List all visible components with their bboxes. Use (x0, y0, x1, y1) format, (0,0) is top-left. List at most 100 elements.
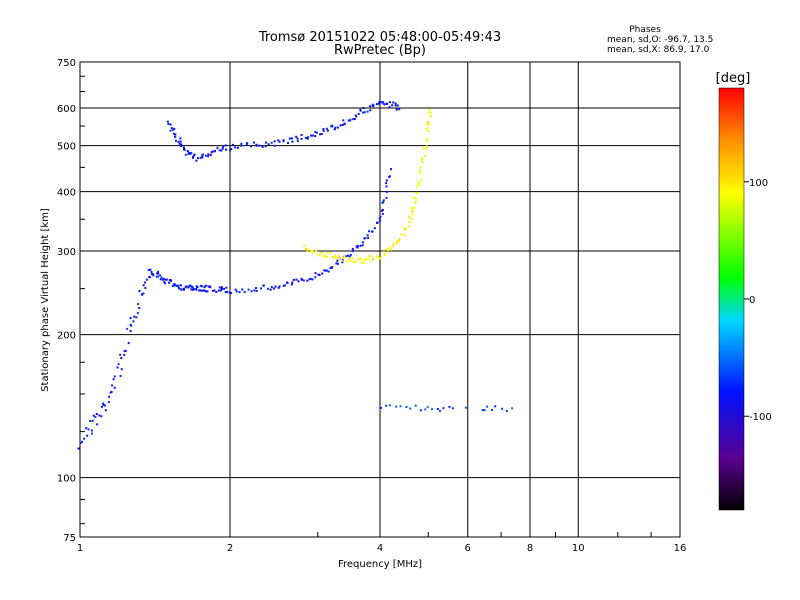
data-point (388, 175, 391, 178)
data-point (126, 327, 129, 330)
data-point (385, 182, 388, 185)
data-point (486, 405, 489, 408)
phases-heading: Phases (629, 25, 661, 35)
data-point (171, 285, 174, 288)
data-point (362, 111, 365, 114)
data-point (312, 250, 314, 252)
data-point (258, 144, 261, 147)
x-tick-label: 16 (674, 543, 687, 554)
data-point (403, 234, 406, 237)
data-point (409, 407, 412, 410)
data-point (220, 288, 223, 290)
data-point (202, 153, 205, 156)
data-point (352, 118, 355, 121)
data-point (343, 256, 346, 259)
data-point (333, 128, 336, 131)
data-point (195, 288, 198, 291)
data-point (414, 404, 417, 407)
data-point (383, 253, 386, 256)
data-point (96, 423, 98, 426)
data-point (83, 437, 86, 440)
data-point (436, 408, 439, 410)
data-point (231, 143, 234, 146)
data-point (345, 255, 347, 258)
colorbar-gradient (718, 87, 745, 511)
data-point (124, 349, 127, 352)
colorbar-ticks: 100 0 -100 (744, 178, 772, 423)
data-point (382, 251, 385, 253)
y-tick-label: 200 (57, 331, 76, 342)
data-point (260, 287, 262, 290)
data-point (314, 276, 317, 279)
data-point (300, 134, 303, 137)
data-point (391, 245, 394, 248)
data-point (306, 136, 309, 139)
data-point (261, 145, 264, 148)
x-tick-label: 1 (77, 543, 83, 554)
data-point (282, 139, 285, 142)
data-point (423, 154, 426, 157)
data-point (163, 282, 166, 285)
data-point (119, 353, 122, 356)
data-point (157, 272, 160, 275)
gridlines (80, 62, 680, 537)
data-point (326, 256, 329, 259)
data-point (357, 112, 360, 115)
data-point (431, 408, 433, 411)
data-point (311, 252, 314, 255)
data-point (385, 196, 388, 199)
data-point (91, 432, 93, 435)
data-point (216, 146, 219, 149)
data-point (192, 156, 194, 159)
data-point (209, 154, 212, 156)
data-point (129, 317, 132, 319)
data-point (354, 260, 356, 263)
data-point (163, 280, 166, 283)
data-point (246, 142, 249, 145)
data-point (368, 230, 371, 233)
data-point (183, 288, 185, 291)
data-point (330, 266, 333, 269)
data-point (199, 289, 201, 292)
data-point (336, 262, 339, 265)
data-point (395, 242, 398, 245)
data-point (267, 287, 269, 290)
data-point (277, 286, 280, 289)
data-point (349, 260, 352, 263)
data-point (378, 217, 381, 220)
data-point (170, 279, 172, 282)
data-point (411, 210, 414, 213)
data-point (408, 215, 411, 218)
data-point (291, 281, 294, 284)
data-point (277, 139, 280, 142)
y-tick-label: 750 (57, 58, 76, 69)
data-point (89, 419, 92, 422)
data-point (189, 152, 192, 155)
phases-stats-o: mean, sd,O: -96.7, 13.5 (607, 35, 713, 45)
data-point (376, 221, 379, 224)
data-point (92, 414, 95, 417)
data-point (385, 102, 388, 105)
data-point (228, 291, 231, 294)
data-point (363, 258, 366, 261)
data-point (120, 368, 123, 371)
data-point (107, 401, 110, 404)
data-point (173, 127, 176, 130)
colorbar-label: [deg] (716, 71, 751, 86)
data-point (329, 267, 332, 270)
data-point (100, 405, 103, 408)
data-point (426, 406, 429, 409)
plot-area: 1 2 4 6 8 10 16 75 100 200 300 400 500 600 750 (57, 58, 686, 554)
data-point (424, 408, 427, 411)
data-point (417, 183, 420, 186)
phases-stats-x: mean, sd,X: 86.9, 17.0 (607, 45, 710, 55)
data-point (226, 290, 229, 293)
x-axis-label: Frequency [MHz] (338, 559, 422, 570)
data-point (364, 258, 367, 260)
data-point (395, 108, 398, 111)
data-point (179, 284, 182, 287)
y-tick-label: 500 (57, 142, 76, 153)
data-point (306, 279, 309, 282)
data-point (408, 221, 411, 224)
data-point (405, 406, 408, 408)
